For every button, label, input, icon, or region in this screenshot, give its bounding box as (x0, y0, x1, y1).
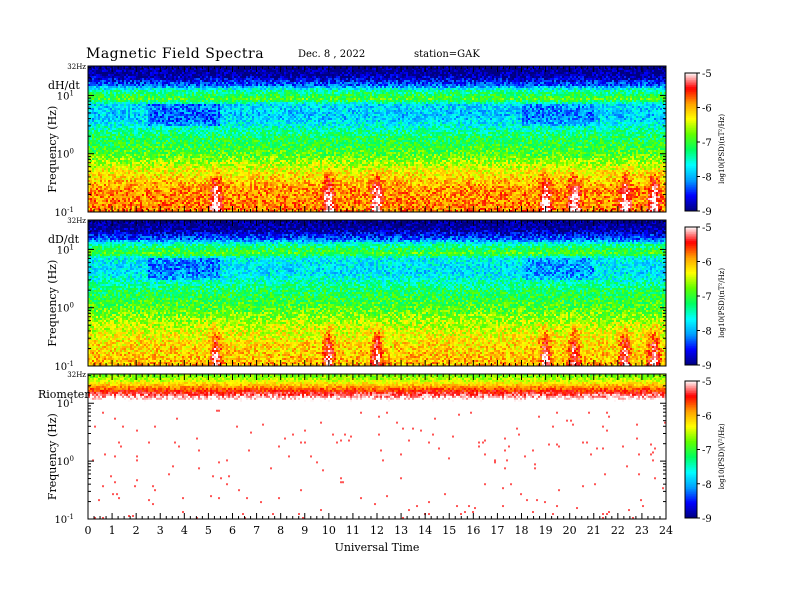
panel-label: dD/dt (48, 233, 80, 246)
top-frequency-label: 32Hz (67, 371, 86, 379)
panel-label: Riometer (38, 388, 90, 401)
colorbar: -5 -6 -7 -8 -9 log10(PSD)(nT²/Hz) (685, 223, 726, 372)
colorbar-label: log10(PSD)(nT²/Hz) (718, 268, 726, 338)
x-tick-label: 2 (133, 524, 140, 537)
x-tick-label: 3 (157, 524, 164, 537)
y-axis-label: Frequency (Hz) (46, 260, 59, 347)
y-tick-label: 100 (57, 455, 74, 468)
top-frequency-label: 32Hz (67, 63, 86, 71)
x-tick-label: 14 (418, 524, 432, 537)
y-axis-label: Frequency (Hz) (46, 106, 59, 193)
x-tick-label: 19 (539, 524, 553, 537)
x-tick-label: 7 (253, 524, 260, 537)
x-tick-label: 0 (85, 524, 92, 537)
x-tick-label: 22 (611, 524, 625, 537)
x-tick-label: 17 (490, 524, 504, 537)
colorbar-tick-label: -7 (702, 138, 712, 149)
colorbar-tick-label: -9 (702, 207, 712, 218)
colorbar-tick-label: -5 (702, 69, 712, 80)
x-tick-label: 1 (109, 524, 116, 537)
colorbar-tick-label: -6 (702, 258, 712, 269)
x-axis-label: Universal Time (335, 541, 420, 554)
x-tick-label: 15 (442, 524, 456, 537)
colorbar-tick-label: -7 (702, 446, 712, 457)
colorbar: -5 -6 -7 -8 -9 log10(PSD)(nT²/Hz) (685, 69, 726, 218)
x-tick-label: 24 (659, 524, 673, 537)
panel-label: dH/dt (48, 79, 80, 92)
colorbar-tick-label: -6 (702, 411, 712, 422)
x-tick-label: 10 (322, 524, 336, 537)
y-tick-label: 100 (57, 302, 74, 315)
x-tick-label: 23 (635, 524, 649, 537)
colorbar-tick-label: -5 (702, 223, 712, 234)
colorbar-tick-label: -9 (702, 514, 712, 525)
colorbar-tick-label: -8 (702, 173, 712, 184)
x-tick-label: 20 (563, 524, 577, 537)
spectrogram-panel: 10-1 100 10 1 32Hz Riometer Frequency (Hz) 0 1 2 3… (38, 371, 726, 554)
top-frequency-label: 32Hz (67, 217, 86, 225)
colorbar-tick-label: -8 (702, 327, 712, 338)
x-tick-label: 21 (587, 524, 601, 537)
colorbar-tick-label: -7 (702, 292, 712, 303)
x-tick-label: 13 (394, 524, 408, 537)
heatmap-cells (88, 220, 666, 366)
x-tick-label: 18 (515, 524, 529, 537)
colorbar-label: log10(PSD)(nT²/Hz) (718, 114, 726, 184)
heatmap-cells (88, 66, 666, 212)
x-tick-label: 5 (205, 524, 212, 537)
heatmap-cells (88, 374, 666, 519)
x-tick-label: 9 (301, 524, 308, 537)
y-axis-label: Frequency (Hz) (46, 413, 59, 500)
y-tick-label: 100 (57, 148, 74, 161)
y-tick-label: 10-1 (54, 513, 74, 526)
x-tick-label: 6 (229, 524, 236, 537)
colorbar-tick-label: -6 (702, 104, 712, 115)
colorbar: -5 -6 -7 -8 -9 log10(PSD)(V²/Hz) (685, 377, 726, 525)
colorbar-tick-label: -8 (702, 480, 712, 491)
colorbar-tick-label: -9 (702, 361, 712, 372)
x-tick-label: 8 (277, 524, 284, 537)
colorbar-tick-label: -5 (702, 377, 712, 388)
x-tick-label: 12 (370, 524, 384, 537)
colorbar-label: log10(PSD)(V²/Hz) (718, 423, 726, 489)
x-tick-label: 11 (346, 524, 360, 537)
x-tick-label: 16 (466, 524, 480, 537)
x-tick-label: 4 (181, 524, 188, 537)
